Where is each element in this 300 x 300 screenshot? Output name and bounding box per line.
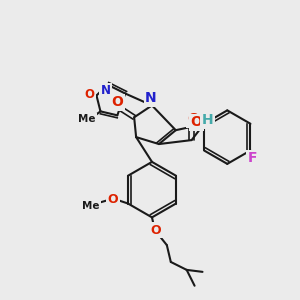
- Text: O: O: [190, 115, 202, 129]
- Text: O: O: [85, 88, 94, 101]
- Text: N: N: [145, 92, 157, 106]
- Text: Me: Me: [82, 202, 99, 212]
- Text: O: O: [111, 95, 123, 110]
- Text: Me: Me: [78, 114, 95, 124]
- Text: O: O: [151, 224, 161, 237]
- Text: H: H: [202, 113, 213, 127]
- Text: N: N: [100, 84, 110, 97]
- Text: O: O: [108, 193, 118, 206]
- Text: O: O: [188, 112, 200, 126]
- Text: F: F: [248, 152, 257, 165]
